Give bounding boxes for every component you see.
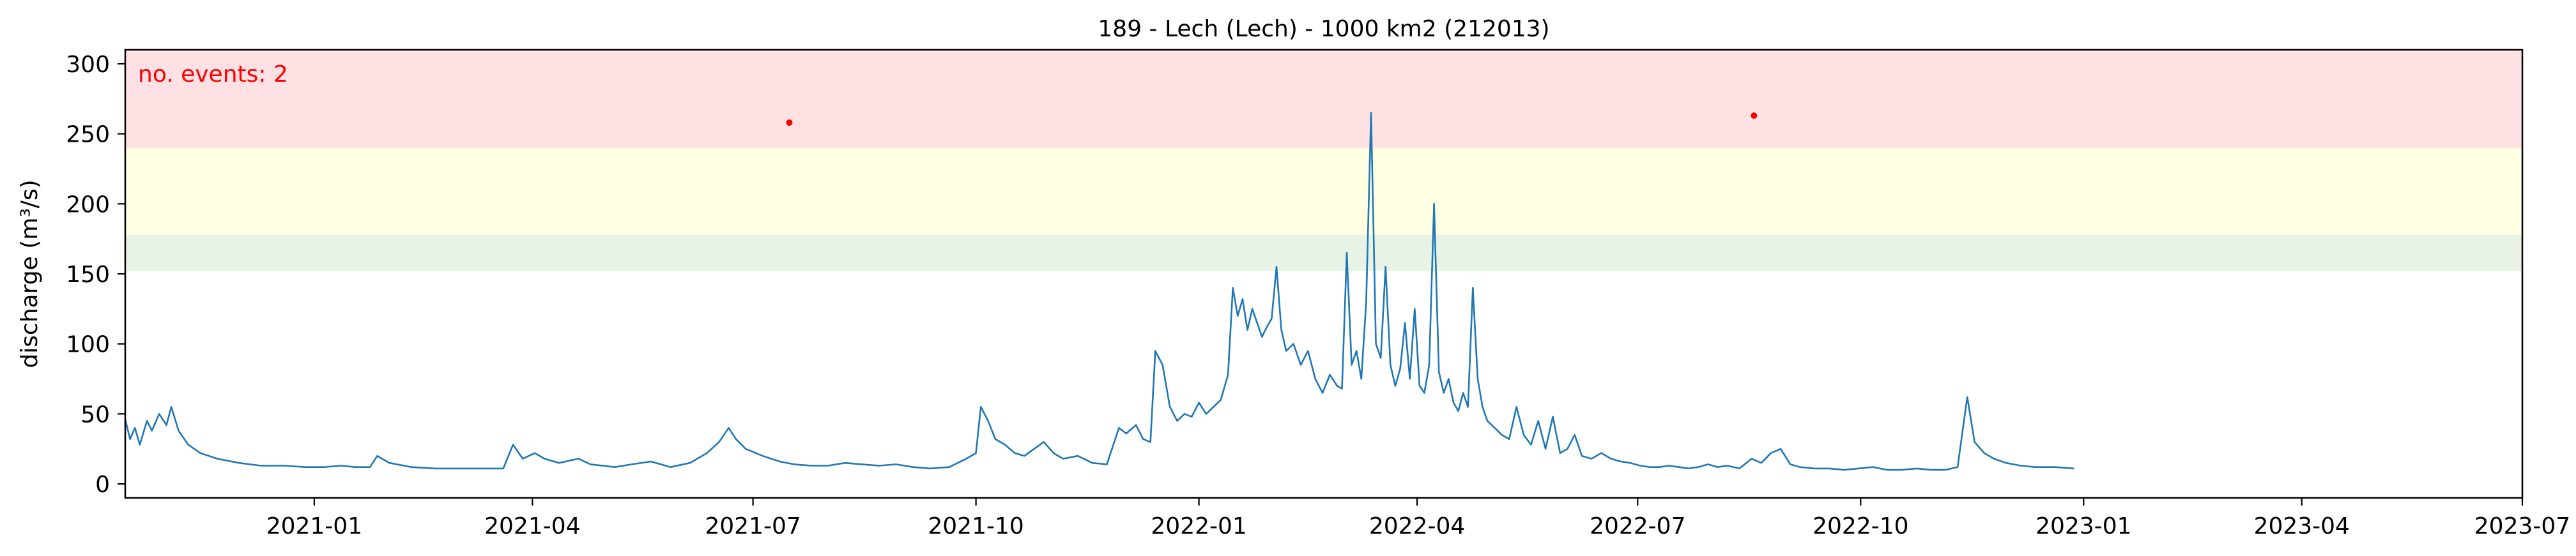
threshold-bands [125, 50, 2522, 271]
y-tick-label: 250 [66, 122, 110, 148]
x-tick-label: 2023-01 [2035, 513, 2131, 539]
events-count-label: no. events: 2 [138, 61, 288, 87]
y-axis-label: discharge (m³/s) [17, 179, 43, 368]
x-tick-label: 2021-04 [484, 513, 580, 539]
y-tick-label: 200 [66, 192, 110, 218]
y-axis-ticks: 0 50 100 150 200 250 300 [66, 52, 125, 498]
y-tick-label: 100 [66, 332, 110, 358]
y-tick-label: 0 [95, 472, 110, 498]
x-tick-label: 2022-01 [1151, 513, 1246, 539]
x-tick-label: 2023-04 [2254, 513, 2350, 539]
x-tick-label: 2021-07 [705, 513, 801, 539]
x-tick-label: 2022-10 [1813, 513, 1908, 539]
x-tick-label: 2021-01 [266, 513, 362, 539]
x-tick-label: 2021-10 [928, 513, 1023, 539]
x-axis-ticks: 2021-01 2021-04 2021-07 2021-10 2022-01 2022-… [266, 498, 2570, 539]
y-tick-label: 300 [66, 52, 110, 78]
band-red [125, 50, 2522, 148]
event-marker-0 [786, 119, 793, 126]
event-markers [786, 112, 1758, 126]
chart-title: 189 - Lech (Lech) - 1000 km2 (212013) [1098, 16, 1549, 42]
band-yellow [125, 147, 2522, 235]
series-line-0 [124, 112, 2074, 471]
y-tick-label: 150 [66, 262, 110, 288]
event-marker-1 [1751, 112, 1758, 119]
x-tick-label: 2023-07 [2474, 513, 2570, 539]
series-layer [124, 112, 2074, 471]
y-tick-label: 50 [80, 402, 110, 428]
x-tick-label: 2022-04 [1369, 513, 1465, 539]
x-tick-label: 2022-07 [1590, 513, 1685, 539]
band-green [125, 234, 2522, 271]
